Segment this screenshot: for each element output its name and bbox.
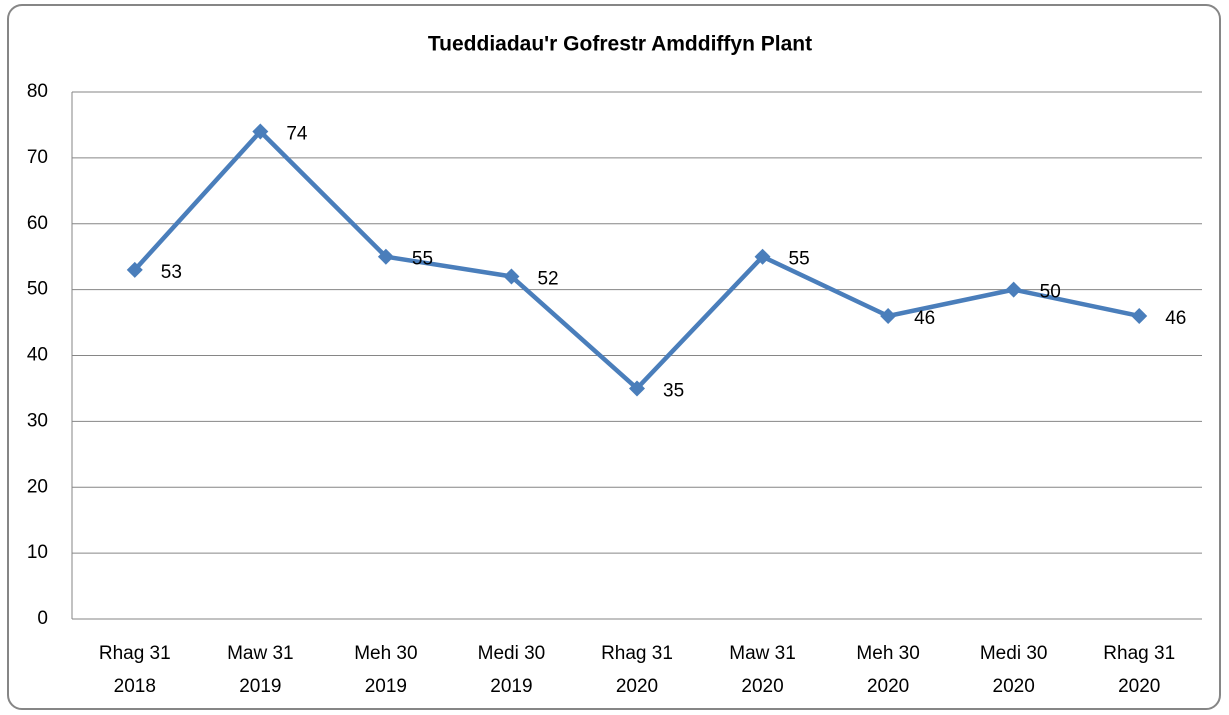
x-tick-label: Maw 31 [729,643,796,664]
x-tick-label: Rhag 31 [99,643,171,664]
x-tick-label: Rhag 31 [601,643,673,664]
x-tick-label: 2020 [867,676,909,697]
x-tick-label: 2020 [993,676,1035,697]
y-tick-label: 80 [27,81,48,102]
chart-title: Tueddiadau'r Gofrestr Amddiffyn Plant [428,33,812,56]
data-label: 74 [286,124,308,145]
x-tick-label: 2020 [616,676,658,697]
chart-border [7,4,1221,710]
y-tick-label: 0 [37,608,48,629]
y-tick-label: 70 [27,147,48,168]
x-tick-label: 2020 [1118,676,1160,697]
data-label: 46 [1165,308,1186,329]
x-tick-label: 2018 [114,676,156,697]
x-tick-label: 2019 [239,676,281,697]
y-tick-label: 60 [27,213,48,234]
x-tick-label: Maw 31 [227,643,294,664]
x-tick-label: 2019 [490,676,532,697]
data-label: 53 [161,262,182,283]
data-point [754,248,771,265]
data-label: 52 [537,268,558,289]
data-point [629,380,645,397]
x-tick-label: Meh 30 [856,643,919,664]
data-point [1131,307,1148,324]
data-label: 46 [914,308,935,329]
y-tick-label: 40 [27,345,48,366]
data-label: 35 [663,380,684,401]
data-point [1005,281,1022,298]
data-point [252,123,269,140]
x-tick-label: Rhag 31 [1103,643,1175,664]
data-label: 55 [789,249,810,270]
y-tick-label: 20 [27,476,48,497]
x-tick-label: 2019 [365,676,407,697]
y-tick-label: 50 [27,279,48,300]
data-label: 55 [412,249,433,270]
data-point [377,248,394,265]
x-tick-label: Medi 30 [478,643,546,664]
y-tick-label: 10 [27,542,48,563]
data-point [503,268,520,285]
data-point [126,261,143,278]
x-tick-label: Meh 30 [354,643,417,664]
x-tick-label: Medi 30 [980,643,1048,664]
data-label: 50 [1040,282,1061,303]
x-tick-label: 2020 [741,676,783,697]
y-tick-label: 30 [27,410,48,431]
data-point [880,307,897,324]
